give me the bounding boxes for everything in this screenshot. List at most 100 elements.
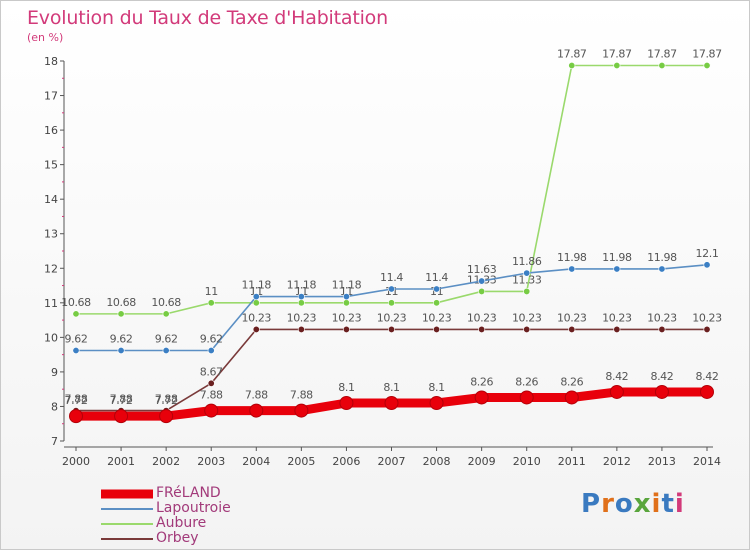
data-point bbox=[342, 299, 350, 307]
data-label: 17.87 bbox=[647, 47, 677, 60]
legend-item: Aubure bbox=[101, 516, 301, 531]
data-label: 11.98 bbox=[602, 251, 632, 264]
data-label: 11 bbox=[205, 285, 218, 298]
x-tick-label: 2000 bbox=[62, 455, 90, 468]
data-point bbox=[204, 403, 219, 418]
data-label: 11.18 bbox=[332, 279, 362, 292]
data-label: 7.88 bbox=[245, 389, 268, 402]
data-label: 12.1 bbox=[696, 247, 719, 260]
data-label: 9.62 bbox=[65, 332, 88, 345]
y-tick-label: 10 bbox=[44, 331, 58, 344]
x-tick-label: 2003 bbox=[197, 455, 225, 468]
data-point bbox=[703, 261, 711, 269]
legend-swatch bbox=[101, 489, 153, 498]
data-label: 11.63 bbox=[467, 263, 497, 276]
y-tick-label: 11 bbox=[44, 297, 58, 310]
x-tick-label: 2001 bbox=[107, 455, 135, 468]
y-tick-label: 17 bbox=[44, 90, 58, 103]
x-tick-label: 2008 bbox=[423, 455, 451, 468]
data-label: 11.4 bbox=[380, 271, 403, 284]
data-label: 8.26 bbox=[560, 375, 583, 388]
data-label: 7.72 bbox=[110, 394, 133, 407]
data-point bbox=[519, 390, 534, 405]
data-point bbox=[478, 277, 486, 285]
data-point bbox=[609, 384, 624, 399]
chart-title: Evolution du Taux de Taxe d'Habitation bbox=[27, 7, 388, 29]
chart-legend: FRéLAND Lapoutroie Aubure Orbey bbox=[101, 486, 301, 546]
data-label: 11.33 bbox=[512, 273, 542, 286]
data-point bbox=[69, 409, 83, 424]
data-point bbox=[342, 293, 350, 301]
data-point bbox=[474, 390, 489, 405]
legend-item: Lapoutroie bbox=[101, 501, 301, 516]
data-label: 8.1 bbox=[338, 381, 354, 394]
data-label: 11.18 bbox=[287, 279, 317, 292]
data-label: 17.87 bbox=[692, 47, 722, 60]
legend-swatch bbox=[101, 507, 153, 510]
data-point bbox=[387, 285, 395, 293]
data-point bbox=[207, 299, 215, 307]
y-tick-label: 15 bbox=[44, 159, 58, 172]
data-label: 10.68 bbox=[151, 296, 181, 309]
data-label: 11.18 bbox=[242, 279, 272, 292]
data-point bbox=[72, 310, 80, 318]
data-label: 17.87 bbox=[557, 47, 587, 60]
data-label: 17.87 bbox=[602, 47, 632, 60]
x-tick-label: 2011 bbox=[558, 455, 586, 468]
data-label: 11 bbox=[340, 285, 353, 298]
data-label: 8.26 bbox=[515, 375, 538, 388]
x-tick-label: 2002 bbox=[152, 455, 180, 468]
data-point bbox=[294, 403, 309, 418]
data-label: 8.42 bbox=[650, 370, 673, 383]
legend-label: Aubure bbox=[156, 515, 207, 531]
data-label: 9.62 bbox=[200, 332, 223, 345]
x-tick-label: 2007 bbox=[378, 455, 406, 468]
data-point bbox=[433, 299, 441, 307]
data-point bbox=[478, 287, 486, 295]
data-label: 11.86 bbox=[512, 255, 542, 268]
logo-letter: r bbox=[601, 489, 615, 519]
y-tick-label: 16 bbox=[44, 124, 58, 137]
data-point bbox=[568, 325, 576, 333]
legend-swatch bbox=[101, 522, 153, 525]
data-point bbox=[564, 390, 579, 405]
data-label: 8.42 bbox=[605, 370, 628, 383]
data-point bbox=[387, 299, 395, 307]
x-tick-label: 2014 bbox=[693, 455, 721, 468]
x-tick-label: 2005 bbox=[287, 455, 315, 468]
data-point bbox=[433, 325, 441, 333]
logo-letter: i bbox=[651, 489, 662, 519]
logo-letter: t bbox=[661, 489, 675, 519]
data-point bbox=[162, 310, 170, 318]
data-label: 10.23 bbox=[557, 311, 587, 324]
data-point bbox=[339, 396, 354, 410]
data-point bbox=[703, 325, 711, 333]
legend-label: FRéLAND bbox=[156, 485, 221, 501]
data-label: 8.1 bbox=[383, 381, 399, 394]
x-tick-label: 2004 bbox=[242, 455, 270, 468]
logo-letter: i bbox=[674, 489, 685, 519]
data-label: 7.88 bbox=[110, 393, 133, 406]
data-label: 7.88 bbox=[200, 389, 223, 402]
y-tick-label: 14 bbox=[44, 193, 58, 206]
data-point bbox=[658, 325, 666, 333]
data-point bbox=[700, 384, 714, 399]
data-label: 10.68 bbox=[106, 296, 136, 309]
data-point bbox=[613, 265, 621, 273]
data-point bbox=[658, 265, 666, 273]
data-label: 8.67 bbox=[200, 365, 223, 378]
data-label: 8.42 bbox=[696, 370, 719, 383]
legend-label: Orbey bbox=[156, 530, 199, 546]
proxiti-logo: Proxiti bbox=[581, 489, 685, 519]
data-label: 7.88 bbox=[290, 389, 313, 402]
y-tick-label: 8 bbox=[51, 400, 58, 413]
data-label: 9.62 bbox=[155, 332, 178, 345]
data-point bbox=[249, 403, 264, 418]
data-point bbox=[613, 61, 621, 69]
data-label: 9.62 bbox=[110, 332, 133, 345]
data-label: 10.23 bbox=[332, 311, 362, 324]
data-point bbox=[523, 287, 531, 295]
legend-label: Lapoutroie bbox=[156, 500, 231, 516]
data-label: 10.23 bbox=[602, 311, 632, 324]
